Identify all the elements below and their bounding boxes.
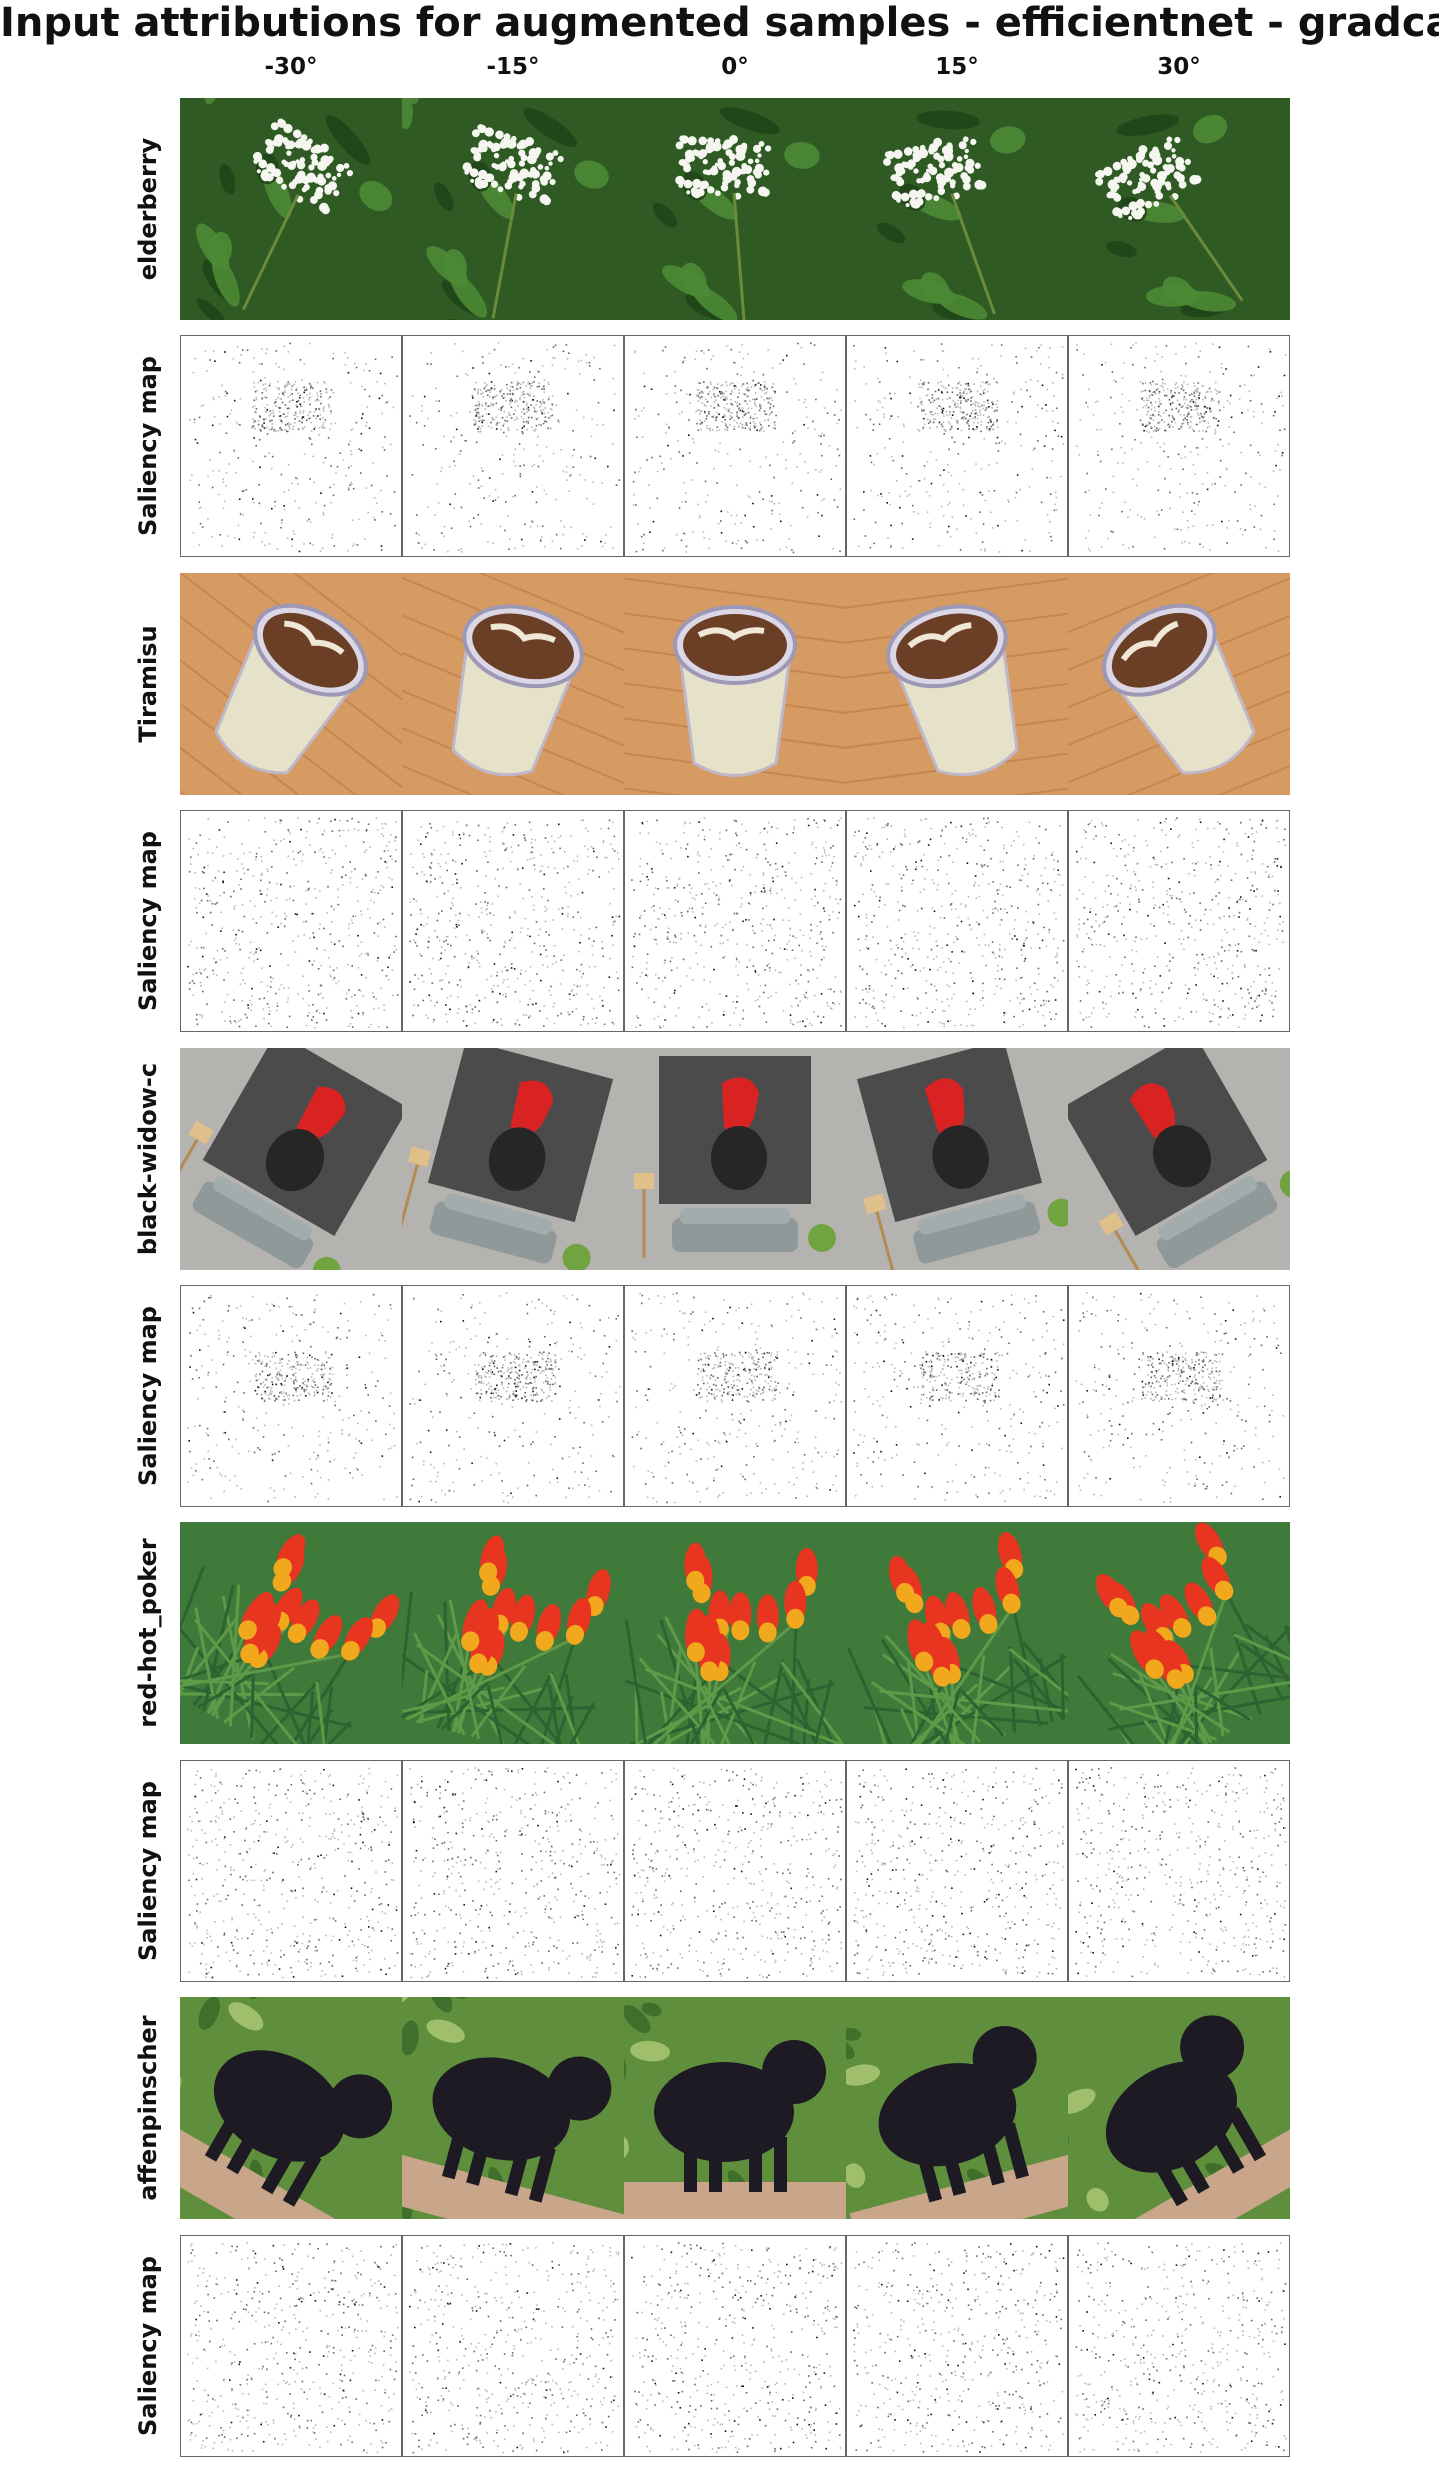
saliency-row-label-text: Saliency map (134, 1306, 162, 1486)
saliency-row-label: Saliency map (118, 810, 178, 1032)
saliency-map (1068, 810, 1290, 1033)
saliency-map (1068, 1759, 1290, 1982)
sample-row-label-text: black-widow-c (134, 1062, 162, 1255)
red-hot-poker-photo (402, 1522, 624, 1745)
black-widow-poster-photo (1068, 1047, 1290, 1270)
column-header: -15° (486, 54, 540, 80)
saliency-row-label-text: Saliency map (134, 2255, 162, 2436)
column-header: 0° (721, 54, 749, 80)
red-hot-poker-photo (1068, 1522, 1290, 1745)
saliency-map (180, 2234, 402, 2457)
figure-title: Input attributions for augmented samples… (0, 0, 1439, 46)
black-widow-poster-photo (846, 1047, 1068, 1270)
black-widow-poster-photo (624, 1047, 846, 1270)
sample-row-label: affenpinscher (118, 1997, 178, 2219)
saliency-row-label: Saliency map (118, 2235, 178, 2457)
affenpinscher-photo (180, 1997, 402, 2220)
sample-row-label-text: Tiramisu (134, 625, 162, 743)
saliency-map (402, 1759, 624, 1982)
saliency-map (402, 810, 624, 1033)
saliency-map (180, 1285, 402, 1507)
column-header: 30° (1157, 54, 1201, 80)
saliency-row-label-text: Saliency map (134, 831, 162, 1012)
saliency-map (402, 335, 624, 558)
saliency-map (1068, 2234, 1290, 2457)
saliency-map (402, 2234, 624, 2457)
sample-row-label: black-widow-c (118, 1048, 178, 1270)
saliency-map (846, 1759, 1068, 1982)
saliency-map (180, 335, 402, 558)
saliency-map (402, 1285, 624, 1507)
affenpinscher-photo (624, 1997, 846, 2220)
sample-row-label-text: affenpinscher (134, 2015, 162, 2201)
saliency-map (624, 1759, 846, 1982)
column-header: 15° (935, 54, 979, 80)
sample-row-label-text: red-hot_poker (134, 1538, 162, 1729)
saliency-map (846, 2234, 1068, 2457)
affenpinscher-photo (402, 1997, 624, 2220)
saliency-row-label-text: Saliency map (134, 356, 162, 537)
saliency-map (624, 2234, 846, 2457)
saliency-map (180, 810, 402, 1033)
elderberry-photo (402, 98, 624, 320)
red-hot-poker-photo (624, 1522, 846, 1745)
saliency-map (624, 1285, 846, 1507)
saliency-map (1068, 335, 1290, 558)
saliency-map (846, 810, 1068, 1033)
tiramisu-photo (1068, 572, 1290, 795)
saliency-row-label: Saliency map (118, 1285, 178, 1507)
sample-row-label-text: elderberry (134, 137, 162, 281)
sample-row-label: red-hot_poker (118, 1522, 178, 1744)
tiramisu-photo (846, 572, 1068, 795)
black-widow-poster-photo (180, 1047, 402, 1270)
sample-row-label: elderberry (118, 98, 178, 320)
sample-row-label: Tiramisu (118, 573, 178, 795)
saliency-row-label: Saliency map (118, 335, 178, 557)
elderberry-photo (180, 98, 402, 320)
column-header: -30° (264, 54, 318, 80)
affenpinscher-photo (1068, 1997, 1290, 2220)
affenpinscher-photo (846, 1997, 1068, 2220)
saliency-row-label-text: Saliency map (134, 1780, 162, 1961)
saliency-row-label: Saliency map (118, 1760, 178, 1982)
saliency-map (624, 810, 846, 1033)
black-widow-poster-photo (402, 1047, 624, 1270)
elderberry-photo (624, 98, 846, 320)
elderberry-photo (846, 98, 1068, 320)
saliency-map (624, 335, 846, 558)
saliency-map (846, 1285, 1068, 1507)
saliency-map (180, 1759, 402, 1982)
red-hot-poker-photo (846, 1522, 1068, 1745)
elderberry-photo (1068, 98, 1290, 320)
tiramisu-photo (624, 572, 846, 795)
tiramisu-photo (402, 572, 624, 795)
saliency-map (846, 335, 1068, 558)
tiramisu-photo (180, 572, 402, 795)
red-hot-poker-photo (180, 1522, 402, 1745)
saliency-map (1068, 1285, 1290, 1507)
